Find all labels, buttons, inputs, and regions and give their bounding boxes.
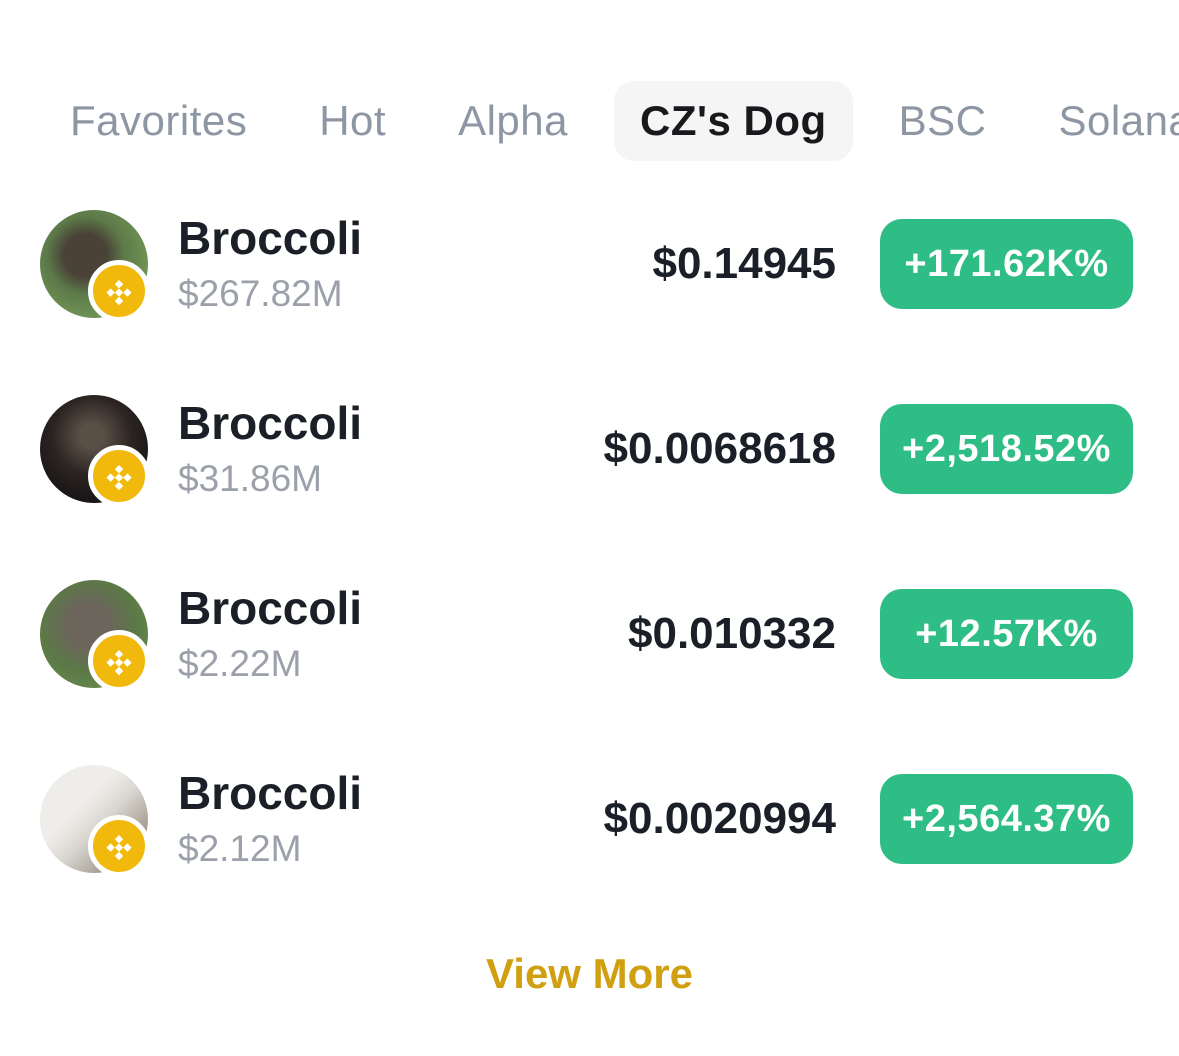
- token-price: $0.010332: [628, 609, 836, 658]
- token-meta: Broccoli $267.82M: [178, 213, 362, 314]
- price-change-badge[interactable]: +2,518.52%: [880, 404, 1133, 494]
- token-price: $0.0020994: [603, 794, 836, 843]
- price-change-badge[interactable]: +171.62K%: [880, 219, 1133, 309]
- tab-bsc[interactable]: BSC: [898, 97, 987, 144]
- token-price: $0.14945: [652, 239, 836, 288]
- token-market-cap: $267.82M: [178, 272, 343, 314]
- tab-alpha[interactable]: Alpha: [458, 97, 568, 144]
- bnb-chain-badge-icon: [88, 815, 150, 877]
- token-price: $0.0068618: [603, 424, 836, 473]
- token-meta: Broccoli $2.12M: [178, 768, 362, 869]
- token-name: Broccoli: [178, 212, 363, 265]
- price-change-badge[interactable]: +2,564.37%: [880, 774, 1133, 864]
- tab-hot[interactable]: Hot: [319, 97, 387, 144]
- token-avatar: [40, 765, 150, 877]
- token-market-cap: $2.12M: [178, 827, 302, 869]
- token-avatar: [40, 395, 150, 507]
- token-list: Broccoli $267.82M $0.14945 +171.62K% Bro…: [0, 210, 1179, 877]
- token-meta: Broccoli $2.22M: [178, 583, 362, 684]
- view-more-link[interactable]: View More: [486, 950, 693, 997]
- tab-czs-dog[interactable]: CZ's Dog: [614, 81, 853, 161]
- token-row[interactable]: Broccoli $31.86M $0.0068618 +2,518.52%: [40, 395, 1133, 507]
- token-market-cap: $2.22M: [178, 642, 302, 684]
- token-avatar: [40, 210, 150, 322]
- token-meta: Broccoli $31.86M: [178, 398, 362, 499]
- bnb-chain-badge-icon: [88, 445, 150, 507]
- tab-favorites[interactable]: Favorites: [70, 97, 248, 144]
- token-row[interactable]: Broccoli $2.12M $0.0020994 +2,564.37%: [40, 765, 1133, 877]
- token-name: Broccoli: [178, 582, 363, 635]
- token-row[interactable]: Broccoli $267.82M $0.14945 +171.62K%: [40, 210, 1133, 322]
- token-row[interactable]: Broccoli $2.22M $0.010332 +12.57K%: [40, 580, 1133, 692]
- price-change-badge[interactable]: +12.57K%: [880, 589, 1133, 679]
- token-market-cap: $31.86M: [178, 457, 322, 499]
- token-name: Broccoli: [178, 767, 363, 820]
- category-tabs: Favorites Hot Alpha CZ's Dog BSC Solana: [0, 78, 1179, 164]
- bnb-chain-badge-icon: [88, 260, 150, 322]
- bnb-chain-badge-icon: [88, 630, 150, 692]
- token-avatar: [40, 580, 150, 692]
- tab-solana[interactable]: Solana: [1058, 97, 1179, 144]
- token-name: Broccoli: [178, 397, 363, 450]
